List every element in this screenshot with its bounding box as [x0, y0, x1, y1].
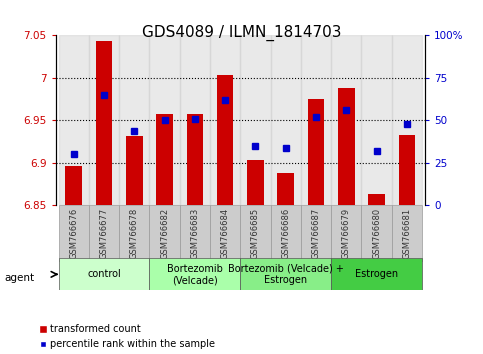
Text: GSM766685: GSM766685 — [251, 208, 260, 259]
Text: GSM766682: GSM766682 — [160, 208, 169, 259]
Bar — [331, 35, 361, 205]
Bar — [241, 258, 331, 290]
Bar — [270, 35, 301, 205]
Text: GSM766679: GSM766679 — [342, 208, 351, 259]
Bar — [210, 205, 241, 262]
Bar — [180, 205, 210, 262]
Text: GDS4089 / ILMN_1814703: GDS4089 / ILMN_1814703 — [142, 25, 341, 41]
Bar — [149, 205, 180, 262]
Bar — [338, 88, 355, 205]
Bar — [186, 114, 203, 205]
Bar — [89, 205, 119, 262]
Bar — [392, 35, 422, 205]
Bar — [149, 258, 241, 290]
Bar — [96, 41, 113, 205]
Text: GSM766684: GSM766684 — [221, 208, 229, 259]
Text: GSM766687: GSM766687 — [312, 208, 321, 259]
Bar — [210, 35, 241, 205]
Bar — [156, 114, 173, 205]
Bar — [241, 35, 270, 205]
Bar — [58, 205, 89, 262]
Text: agent: agent — [5, 273, 35, 283]
Bar — [331, 205, 361, 262]
Bar — [119, 205, 149, 262]
Bar — [301, 205, 331, 262]
Text: GSM766680: GSM766680 — [372, 208, 381, 259]
Text: Bortezomib
(Velcade): Bortezomib (Velcade) — [167, 263, 223, 285]
Bar — [58, 258, 149, 290]
Text: Estrogen: Estrogen — [355, 269, 398, 279]
Bar — [270, 205, 301, 262]
Bar — [247, 160, 264, 205]
Legend: transformed count, percentile rank within the sample: transformed count, percentile rank withi… — [39, 324, 215, 349]
Bar — [241, 205, 270, 262]
Bar — [301, 35, 331, 205]
Bar — [361, 35, 392, 205]
Text: GSM766686: GSM766686 — [281, 208, 290, 259]
Text: control: control — [87, 269, 121, 279]
Bar — [126, 136, 142, 205]
Bar — [217, 75, 233, 205]
Bar — [149, 35, 180, 205]
Bar — [392, 205, 422, 262]
Bar — [361, 205, 392, 262]
Bar — [58, 35, 89, 205]
Text: Bortezomib (Velcade) +
Estrogen: Bortezomib (Velcade) + Estrogen — [228, 263, 344, 285]
Bar — [308, 99, 325, 205]
Bar — [368, 194, 385, 205]
Bar — [398, 135, 415, 205]
Bar — [89, 35, 119, 205]
Bar — [65, 166, 82, 205]
Bar — [119, 35, 149, 205]
Text: GSM766676: GSM766676 — [69, 208, 78, 259]
Text: GSM766681: GSM766681 — [402, 208, 412, 259]
Text: GSM766678: GSM766678 — [130, 208, 139, 259]
Bar — [277, 173, 294, 205]
Text: GSM766677: GSM766677 — [99, 208, 109, 259]
Bar — [180, 35, 210, 205]
Text: GSM766683: GSM766683 — [190, 208, 199, 259]
Bar — [331, 258, 422, 290]
